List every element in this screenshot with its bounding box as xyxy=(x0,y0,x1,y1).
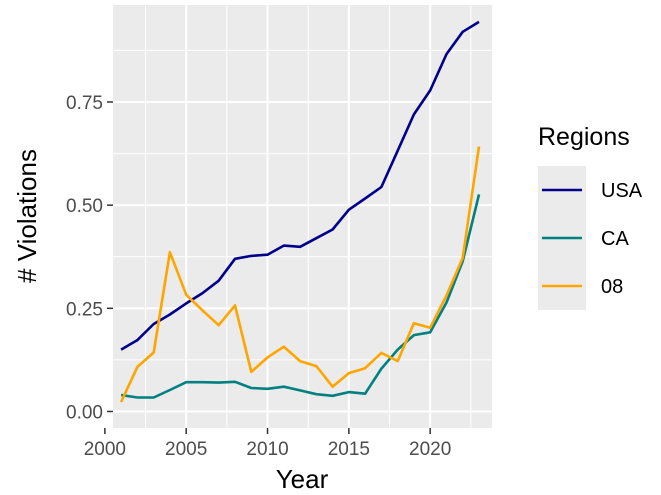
legend-label-ca: CA xyxy=(601,228,629,250)
y-tick-label: 0.25 xyxy=(66,299,103,320)
x-tick-label: 2000 xyxy=(84,439,126,460)
minor-gridlines xyxy=(113,5,492,428)
x-tick-label: 2020 xyxy=(409,439,451,460)
y-tick-label: 0.50 xyxy=(66,196,103,217)
legend-label-08: 08 xyxy=(601,276,623,298)
legend-title: Regions xyxy=(538,123,630,151)
legend: Regions USA CA 08 xyxy=(538,123,643,310)
axis-ticks xyxy=(104,101,431,434)
legend-label-usa: USA xyxy=(601,180,643,202)
series-line-08 xyxy=(119,146,481,403)
x-tick-labels: 2000 2005 2010 2015 2020 xyxy=(84,439,452,460)
major-gridlines xyxy=(113,5,492,428)
y-tick-labels: 0.00 0.25 0.50 0.75 xyxy=(66,93,103,424)
y-tick-label: 0.75 xyxy=(66,93,103,114)
x-axis-title: Year xyxy=(276,464,329,494)
y-tick-label: 0.00 xyxy=(66,402,103,423)
x-tick-label: 2005 xyxy=(165,439,207,460)
series-lines xyxy=(119,20,481,403)
plot-panel xyxy=(113,5,492,428)
x-tick-label: 2015 xyxy=(328,439,370,460)
y-axis-title: # Violations xyxy=(12,149,42,283)
series-line-usa xyxy=(120,20,480,351)
series-line-ca xyxy=(120,194,481,399)
legend-items: USA CA 08 xyxy=(538,166,643,310)
x-tick-label: 2010 xyxy=(246,439,288,460)
